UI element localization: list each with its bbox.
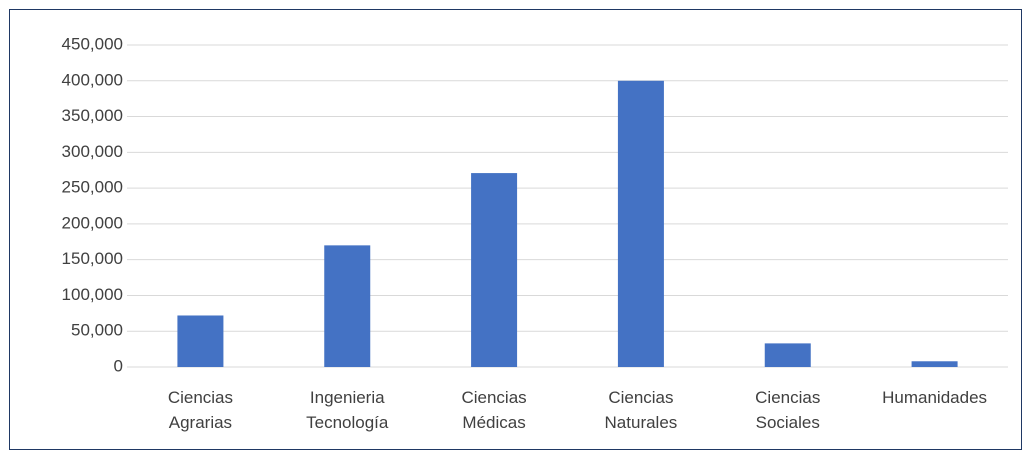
bar xyxy=(617,80,664,368)
x-tick-label: Agrarias xyxy=(169,413,232,432)
x-tick-label: Ciencias xyxy=(608,388,673,407)
bar xyxy=(471,173,518,367)
y-tick-label: 250,000 xyxy=(62,178,123,197)
x-tick-label: Ingenieria xyxy=(310,388,385,407)
bar xyxy=(324,245,371,367)
x-tick-label: Sociales xyxy=(756,413,820,432)
y-tick-label: 450,000 xyxy=(62,34,123,53)
y-tick-label: 0 xyxy=(114,356,123,375)
bar xyxy=(911,361,958,367)
y-tick-label: 300,000 xyxy=(62,142,123,161)
bars xyxy=(177,80,958,368)
y-tick-label: 50,000 xyxy=(71,321,123,340)
gridlines xyxy=(127,44,1008,368)
bar-chart: 0 50,000 100,000 150,000 200,000 250,000 300,0… xyxy=(62,34,1008,432)
y-tick-label: 100,000 xyxy=(62,285,123,304)
y-tick-label: 350,000 xyxy=(62,106,123,125)
x-tick-label: Naturales xyxy=(605,413,678,432)
y-tick-label: 150,000 xyxy=(62,249,123,268)
x-tick-label: Ciencias xyxy=(755,388,820,407)
chart-frame: 0 50,000 100,000 150,000 200,000 250,000 300,0… xyxy=(9,9,1022,450)
bar xyxy=(764,343,811,367)
x-tick-label: Ciencias xyxy=(168,388,233,407)
y-axis-ticks: 0 50,000 100,000 150,000 200,000 250,000 300,0… xyxy=(62,34,123,375)
x-tick-label: Ciencias xyxy=(461,388,526,407)
x-tick-label: Tecnología xyxy=(306,413,389,432)
y-tick-label: 400,000 xyxy=(62,70,123,89)
x-tick-label: Humanidades xyxy=(882,388,987,407)
y-tick-label: 200,000 xyxy=(62,213,123,232)
x-axis-ticks: Ciencias Agrarias Ingenieria Tecnología Cien… xyxy=(168,388,987,432)
x-tick-label: Médicas xyxy=(462,413,525,432)
bar xyxy=(177,315,224,367)
